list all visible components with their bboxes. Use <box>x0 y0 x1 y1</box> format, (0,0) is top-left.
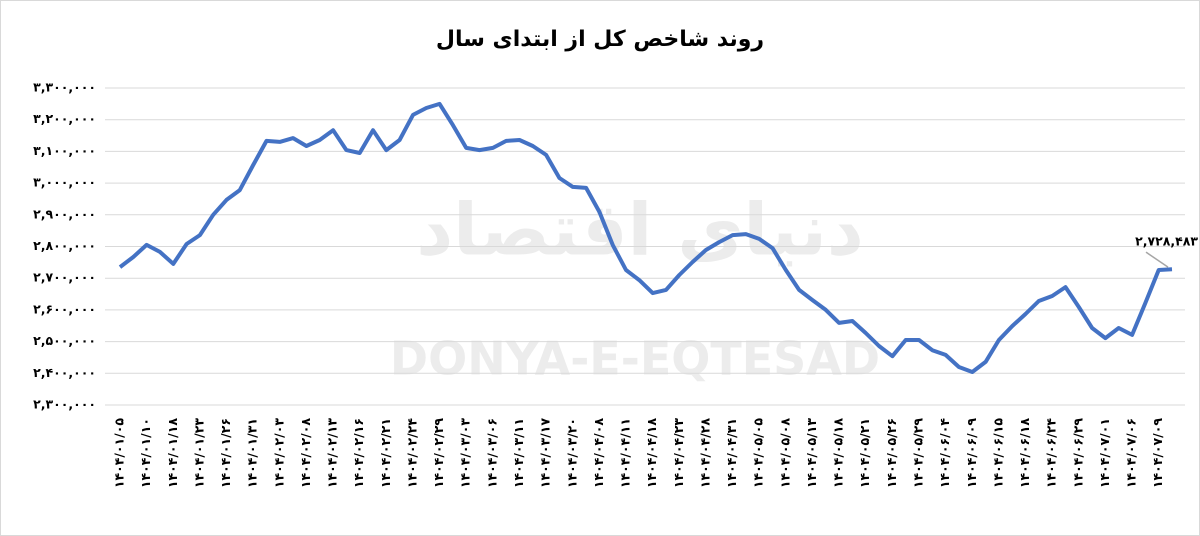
x-tick-label: ۱۴۰۴/۰۱/۳۱ <box>245 418 260 488</box>
x-tick-label: ۱۴۰۴/۰۶/۰۴ <box>937 418 952 489</box>
y-tick-label: ۲,۹۰۰,۰۰۰ <box>33 206 96 221</box>
x-tick-label: ۱۴۰۴/۰۳/۱۷ <box>538 418 553 489</box>
x-tick-label: ۱۴۰۴/۰۳/۲۰ <box>564 418 579 488</box>
x-tick-label: ۱۴۰۴/۰۵/۰۸ <box>777 418 792 489</box>
x-tick-label: ۱۴۰۴/۰۴/۲۳ <box>671 418 686 489</box>
x-tick-label: ۱۴۰۴/۰۱/۱۰ <box>138 418 153 488</box>
y-tick-label: ۲,۳۰۰,۰۰۰ <box>33 397 96 412</box>
x-tick-label: ۱۴۰۴/۰۱/۲۳ <box>191 418 206 489</box>
x-tick-label: ۱۴۰۴/۰۶/۱۵ <box>990 418 1005 489</box>
x-tick-label: ۱۴۰۴/۰۵/۲۱ <box>857 418 872 488</box>
y-tick-label: ۲,۴۰۰,۰۰۰ <box>33 365 96 380</box>
x-tick-label: ۱۴۰۴/۰۶/۱۸ <box>1017 418 1032 489</box>
x-tick-label: ۱۴۰۴/۰۴/۳۱ <box>724 418 739 488</box>
x-tick-label: ۱۴۰۴/۰۴/۲۸ <box>697 418 712 489</box>
x-tick-label: ۱۴۰۴/۰۱/۰۵ <box>112 418 127 489</box>
x-tick-label: ۱۴۰۴/۰۷/۰۹ <box>1150 418 1165 489</box>
x-tick-label: ۱۴۰۴/۰۶/۰۹ <box>964 418 979 489</box>
x-tick-label: ۱۴۰۴/۰۵/۲۹ <box>910 418 925 489</box>
x-tick-label: ۱۴۰۴/۰۳/۱۱ <box>511 418 526 488</box>
label-leader <box>1145 251 1169 268</box>
y-tick-label: ۳,۰۰۰,۰۰۰ <box>33 175 96 190</box>
watermark-logo: دنیای اقتصاد <box>416 188 864 272</box>
x-tick-label: ۱۴۰۴/۰۲/۲۱ <box>378 418 393 488</box>
y-tick-label: ۲,۷۰۰,۰۰۰ <box>33 270 96 285</box>
x-tick-label: ۱۴۰۴/۰۳/۰۶ <box>484 418 499 488</box>
x-tick-label: ۱۴۰۴/۰۵/۰۵ <box>751 418 766 489</box>
x-tick-label: ۱۴۰۴/۰۳/۰۳ <box>458 418 473 489</box>
x-tick-label: ۱۴۰۴/۰۲/۰۳ <box>271 418 286 489</box>
y-tick-label: ۲,۸۰۰,۰۰۰ <box>33 238 96 253</box>
x-tick-label: ۱۴۰۴/۰۷/۰۶ <box>1124 418 1139 488</box>
x-tick-label: ۱۴۰۴/۰۵/۲۶ <box>884 418 899 488</box>
y-tick-label: ۳,۱۰۰,۰۰۰ <box>33 143 96 158</box>
x-tick-label: ۱۴۰۴/۰۲/۲۴ <box>404 418 419 489</box>
x-tick-label: ۱۴۰۴/۰۷/۰۱ <box>1097 418 1112 488</box>
x-tick-label: ۱۴۰۴/۰۶/۲۹ <box>1070 418 1085 489</box>
x-tick-label: ۱۴۰۴/۰۴/۱۱ <box>618 418 633 488</box>
y-tick-label: ۳,۲۰۰,۰۰۰ <box>33 111 96 126</box>
data-label: ۲,۷۲۸,۴۸۳ <box>1135 234 1198 249</box>
x-tick-label: ۱۴۰۴/۰۲/۱۳ <box>325 418 340 489</box>
y-tick-label: ۳,۳۰۰,۰۰۰ <box>33 80 96 95</box>
x-tick-label: ۱۴۰۴/۰۵/۱۸ <box>831 418 846 489</box>
x-tick-label: ۱۴۰۴/۰۱/۱۸ <box>165 418 180 489</box>
line-series <box>118 101 1173 374</box>
x-tick-label: ۱۴۰۴/۰۴/۰۸ <box>591 418 606 489</box>
x-tick-label: ۱۴۰۴/۰۱/۲۶ <box>218 418 233 488</box>
x-tick-label: ۱۴۰۴/۰۲/۲۹ <box>431 418 446 489</box>
x-tick-label: ۱۴۰۴/۰۲/۰۸ <box>298 418 313 489</box>
y-tick-label: ۲,۵۰۰,۰۰۰ <box>33 333 96 348</box>
watermark-text: DONYA-E-EQTESAD <box>390 332 880 386</box>
x-tick-label: ۱۴۰۴/۰۵/۱۳ <box>804 418 819 489</box>
x-tick-label: ۱۴۰۴/۰۴/۱۸ <box>644 418 659 489</box>
x-tick-label: ۱۴۰۴/۰۶/۲۴ <box>1044 418 1059 489</box>
y-tick-label: ۲,۶۰۰,۰۰۰ <box>33 301 96 316</box>
chart-title: روند شاخص کل از ابتدای سال <box>436 27 764 52</box>
x-tick-label: ۱۴۰۴/۰۲/۱۶ <box>351 418 366 488</box>
